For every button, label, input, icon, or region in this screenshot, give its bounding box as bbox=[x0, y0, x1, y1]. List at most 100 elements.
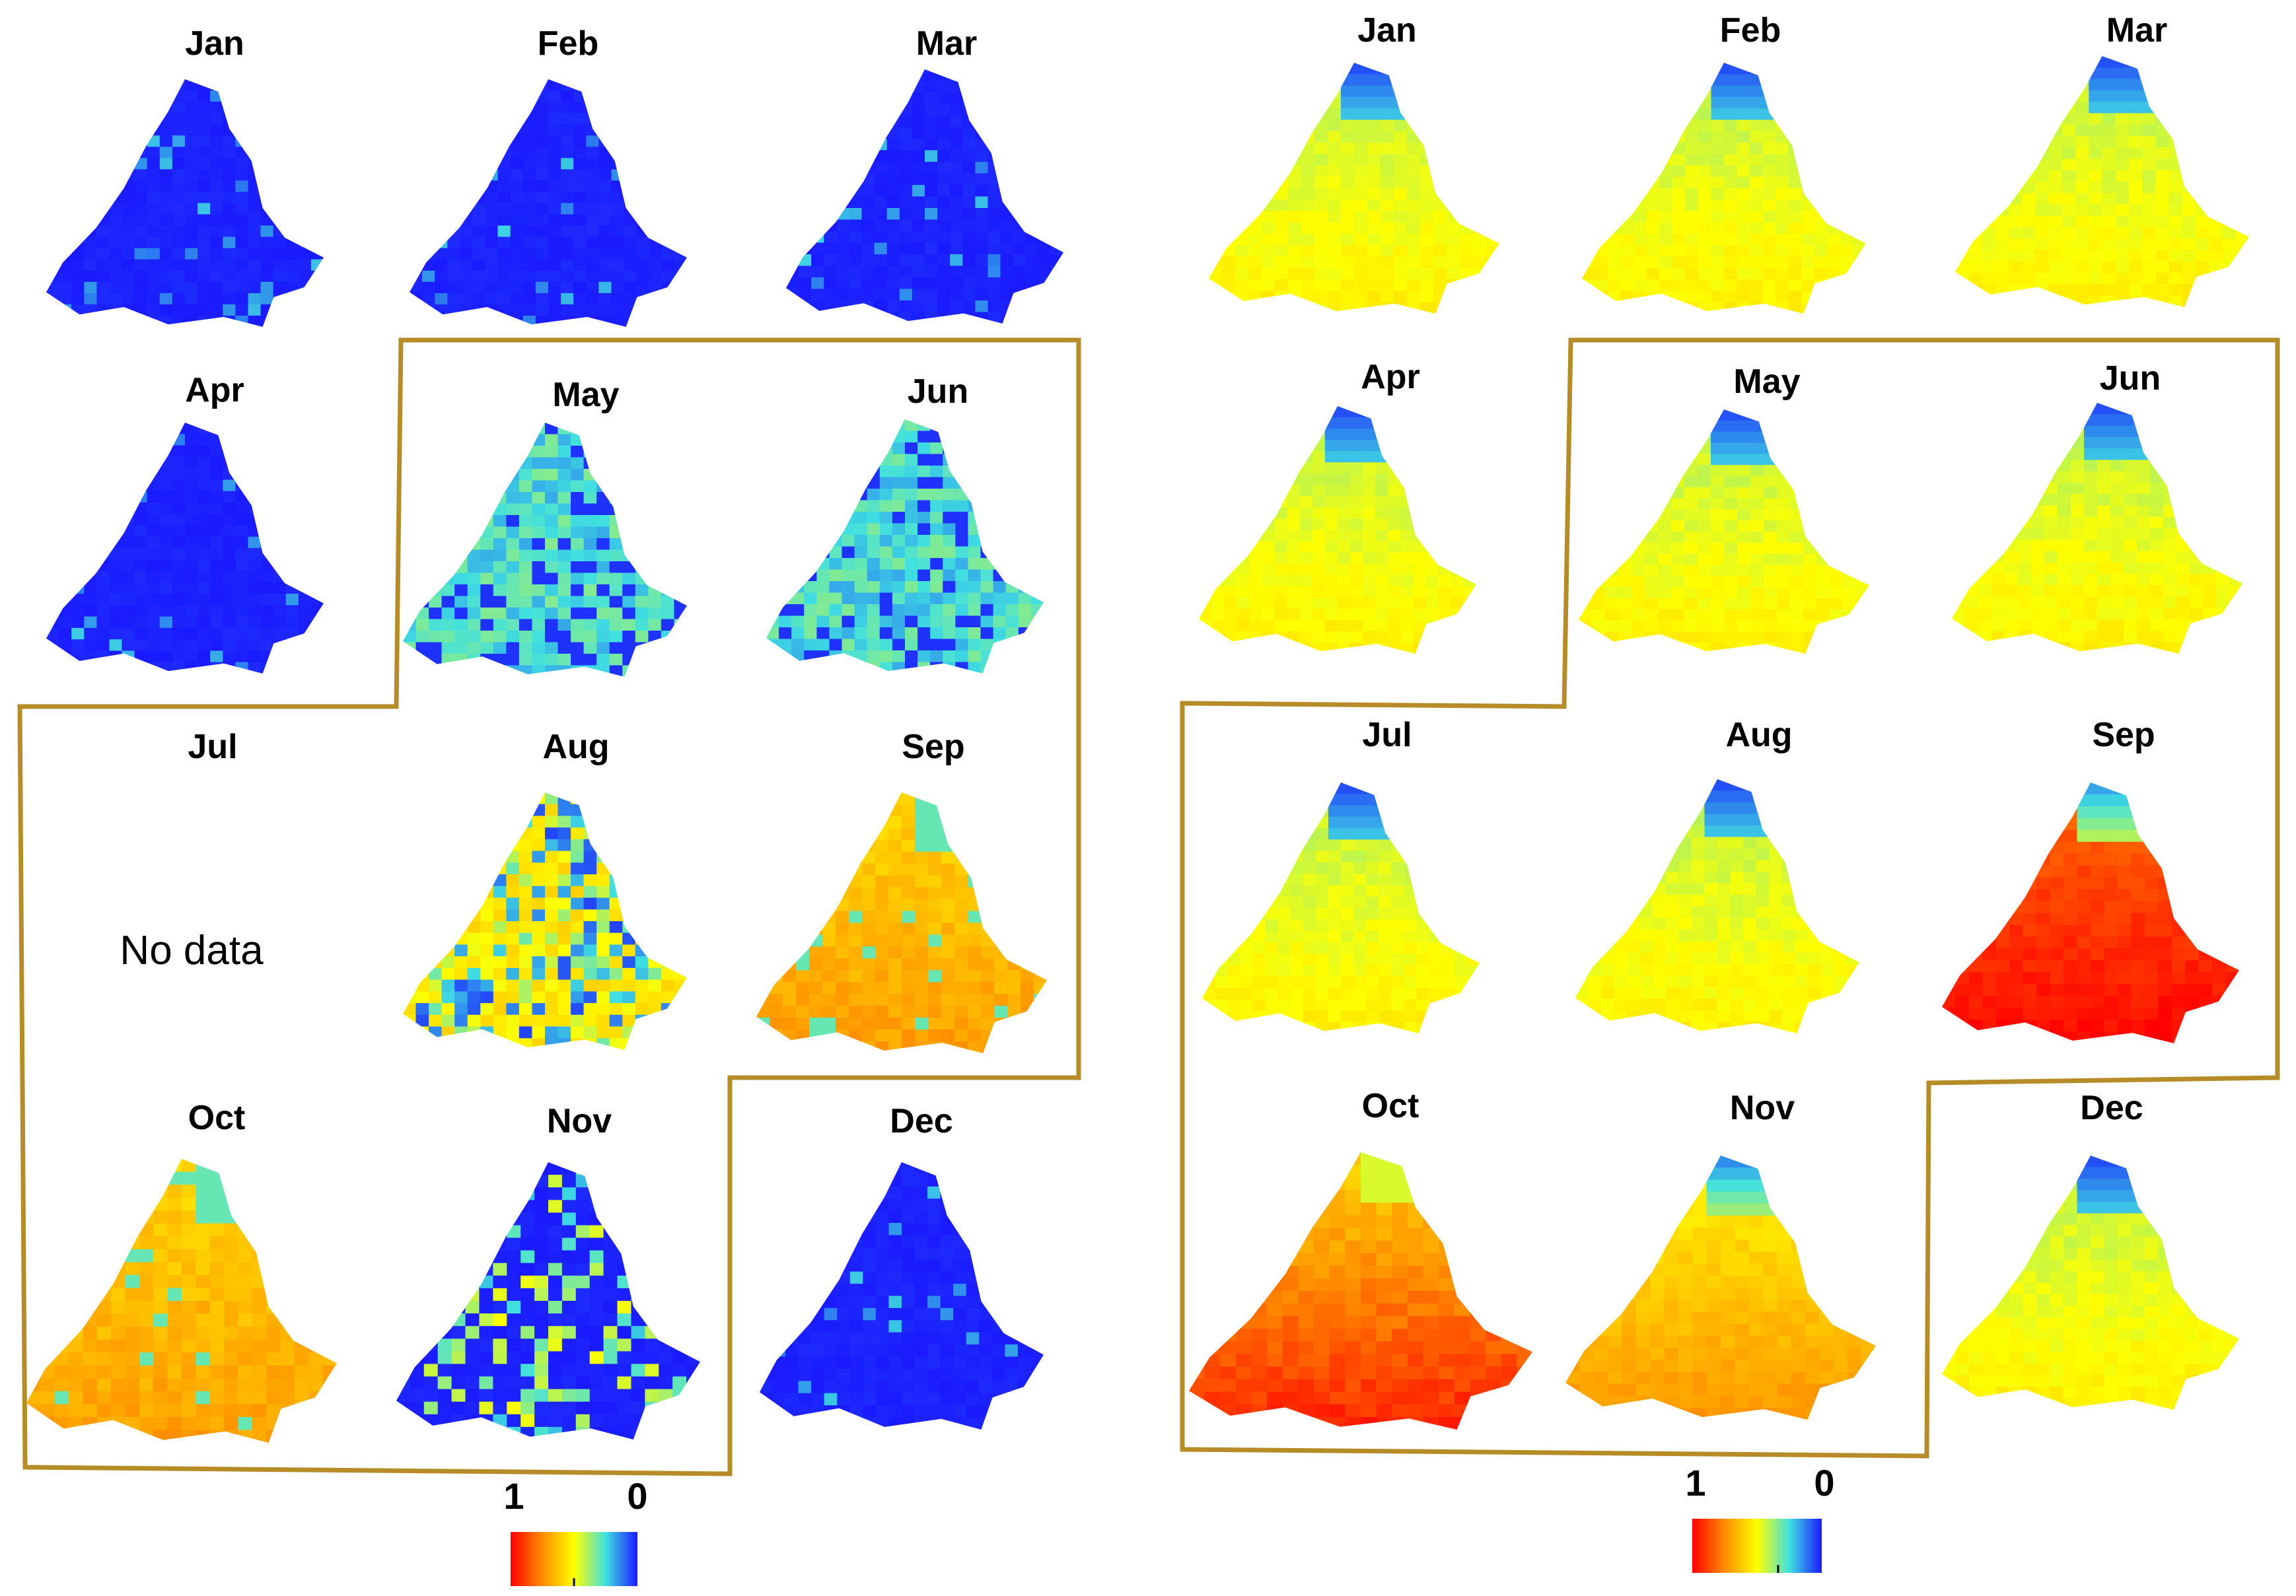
map-cell bbox=[661, 804, 674, 816]
map-cell bbox=[1038, 116, 1052, 128]
map-cell bbox=[310, 236, 324, 249]
map-cell bbox=[454, 457, 468, 469]
map-cell bbox=[842, 569, 855, 582]
map-cell bbox=[902, 994, 915, 1006]
map-cell bbox=[252, 1391, 267, 1405]
map-cell bbox=[441, 804, 455, 816]
map-cell bbox=[493, 1401, 507, 1415]
map-cell bbox=[510, 259, 524, 271]
map-cell bbox=[472, 236, 486, 249]
map-cell bbox=[672, 1351, 687, 1365]
map-cell bbox=[1038, 219, 1052, 232]
left-map-jun bbox=[766, 419, 1044, 674]
map-cell bbox=[649, 135, 663, 147]
map-cell bbox=[46, 180, 59, 192]
map-cell bbox=[435, 124, 448, 136]
map-cell bbox=[1034, 911, 1047, 924]
map-cell bbox=[153, 1416, 168, 1430]
map-cell bbox=[925, 173, 938, 186]
map-cell bbox=[285, 571, 299, 583]
map-cell bbox=[435, 158, 448, 170]
map-cell bbox=[902, 958, 915, 971]
map-cell bbox=[545, 792, 559, 805]
map-cell bbox=[796, 994, 810, 1006]
map-cell bbox=[210, 214, 223, 226]
map-cell bbox=[310, 650, 324, 663]
map-cell bbox=[1005, 431, 1019, 443]
map-cell bbox=[791, 442, 805, 455]
map-cell bbox=[954, 946, 968, 959]
map-cell bbox=[557, 492, 571, 504]
map-cell bbox=[648, 1038, 662, 1050]
map-cell bbox=[223, 662, 236, 674]
map-cell bbox=[532, 932, 546, 945]
map-cell bbox=[571, 1026, 585, 1039]
map-cell bbox=[197, 536, 211, 549]
map-cell bbox=[294, 1313, 309, 1327]
map-cell bbox=[917, 615, 931, 628]
map-cell bbox=[993, 581, 1007, 594]
map-cell bbox=[635, 469, 649, 481]
map-cell bbox=[899, 173, 913, 186]
map-cell bbox=[954, 1018, 968, 1030]
map-cell bbox=[134, 639, 148, 652]
map-cell bbox=[479, 1263, 493, 1276]
map-cell bbox=[955, 431, 969, 443]
map-cell bbox=[532, 446, 546, 458]
map-cell bbox=[519, 804, 532, 816]
map-cell bbox=[59, 316, 72, 327]
map-cell bbox=[598, 147, 612, 158]
map-cell bbox=[435, 259, 448, 271]
map-cell bbox=[59, 423, 72, 434]
map-cell bbox=[1038, 254, 1052, 267]
map-cell bbox=[223, 650, 236, 663]
map-cell bbox=[636, 316, 650, 327]
map-cell bbox=[519, 538, 532, 551]
map-cell bbox=[506, 839, 520, 852]
map-cell bbox=[1018, 419, 1032, 432]
map-cell bbox=[223, 90, 236, 102]
map-cell bbox=[167, 1159, 182, 1173]
map-cell bbox=[403, 862, 417, 875]
map-cell bbox=[480, 885, 494, 899]
map-cell bbox=[460, 203, 474, 215]
map-cell bbox=[603, 1301, 618, 1314]
map-cell bbox=[84, 445, 97, 458]
map-cell bbox=[915, 1018, 929, 1030]
map-cell bbox=[506, 561, 520, 574]
map-cell bbox=[624, 169, 637, 181]
map-cell bbox=[609, 549, 623, 562]
map-cell bbox=[223, 270, 236, 283]
map-cell bbox=[223, 536, 236, 549]
map-cell bbox=[71, 79, 85, 91]
map-cell bbox=[943, 466, 956, 478]
map-cell bbox=[493, 827, 507, 840]
map-cell bbox=[410, 270, 423, 283]
map-cell bbox=[545, 979, 559, 992]
map-cell bbox=[917, 650, 931, 663]
map-cell bbox=[111, 1171, 126, 1185]
map-cell bbox=[285, 270, 299, 283]
map-cell bbox=[285, 559, 299, 572]
map-cell bbox=[842, 592, 855, 605]
map-cell bbox=[83, 1236, 98, 1250]
map-cell bbox=[493, 1014, 507, 1027]
map-cell bbox=[1000, 92, 1014, 105]
map-cell bbox=[1013, 173, 1026, 186]
map-cell bbox=[238, 1159, 253, 1173]
map-cell bbox=[622, 642, 636, 654]
map-cell bbox=[809, 911, 823, 924]
map-cell bbox=[480, 839, 494, 852]
map-cell bbox=[930, 592, 943, 605]
map-cell bbox=[185, 627, 198, 640]
map-cell bbox=[534, 1250, 549, 1264]
map-cell bbox=[454, 1003, 468, 1016]
map-cell bbox=[507, 1326, 521, 1339]
map-cell bbox=[223, 525, 236, 538]
map-cell bbox=[84, 214, 97, 226]
map-cell bbox=[429, 515, 443, 528]
map-cell bbox=[925, 208, 938, 221]
map-cell bbox=[308, 1210, 324, 1224]
map-cell bbox=[403, 885, 417, 899]
map-cell bbox=[994, 887, 1008, 900]
